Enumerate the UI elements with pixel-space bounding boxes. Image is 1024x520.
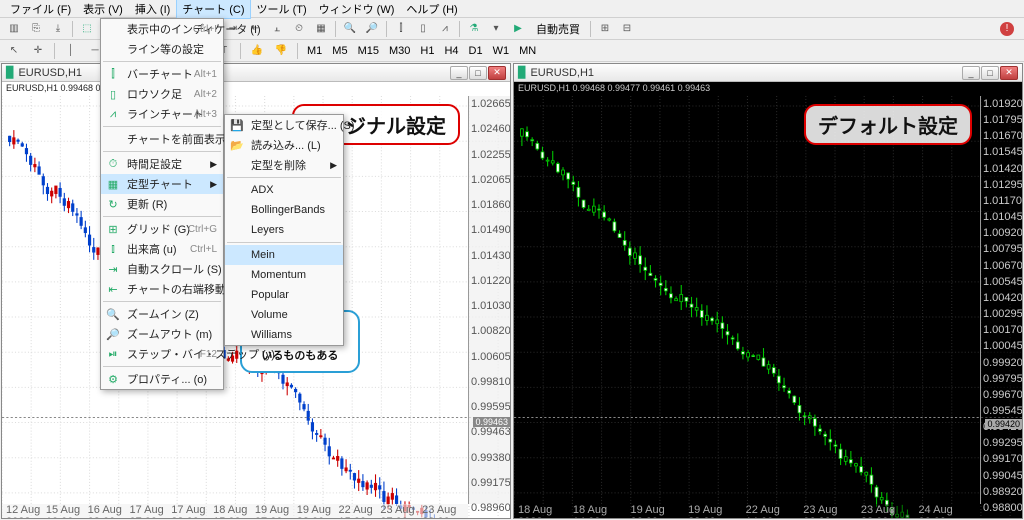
menu-item[interactable]: 表示中のインディケータ (I)Ctrl+I bbox=[101, 19, 223, 39]
chart-icon: ▉ bbox=[6, 66, 14, 79]
new-icon[interactable]: ▥ bbox=[4, 20, 24, 38]
tf-m1[interactable]: M1 bbox=[304, 45, 325, 57]
tf-h1[interactable]: H1 bbox=[417, 45, 437, 57]
menu-item[interactable]: ▯ロウソク足Alt+2 bbox=[101, 84, 223, 104]
menu-item[interactable]: 📂読み込み... (L) bbox=[225, 135, 343, 155]
tf-m15[interactable]: M15 bbox=[355, 45, 382, 57]
play-icon[interactable]: ▶ bbox=[508, 20, 528, 38]
menu-item[interactable]: チャートを前面表示 (F) bbox=[101, 129, 223, 149]
tf-m5[interactable]: M5 bbox=[329, 45, 350, 57]
min-button[interactable]: _ bbox=[962, 66, 980, 80]
save-icon[interactable]: ⤓ bbox=[48, 20, 68, 38]
strategy-icon[interactable]: ⚗ bbox=[464, 20, 484, 38]
menu-item[interactable]: Williams bbox=[225, 325, 343, 345]
menu-item[interactable]: Leyers bbox=[225, 220, 343, 240]
cursor-icon[interactable]: ↖ bbox=[4, 42, 24, 60]
right-titlebar[interactable]: ▉ EURUSD,H1 _ □ ✕ bbox=[514, 64, 1022, 82]
close-button[interactable]: ✕ bbox=[1000, 66, 1018, 80]
menu-item[interactable]: ⫾出来高 (u)Ctrl+L bbox=[101, 239, 223, 259]
bar-icon[interactable]: ⫿ bbox=[391, 20, 411, 38]
menu-item[interactable]: 定型を削除▶ bbox=[225, 155, 343, 175]
menu-insert[interactable]: 挿入 (I) bbox=[129, 0, 176, 19]
menu-item[interactable]: Popular bbox=[225, 285, 343, 305]
menu-item[interactable]: 💾定型として保存... (S) bbox=[225, 115, 343, 135]
menu-item[interactable]: 🔎ズームアウト (m) bbox=[101, 324, 223, 344]
min-button[interactable]: _ bbox=[450, 66, 468, 80]
left-price-tag: 0.99463 bbox=[473, 417, 510, 427]
menu-item[interactable]: ライン等の設定 bbox=[101, 39, 223, 59]
template-icon[interactable]: ▦ bbox=[311, 20, 331, 38]
tf-m30[interactable]: M30 bbox=[386, 45, 413, 57]
cross-icon[interactable]: ✛ bbox=[28, 42, 48, 60]
right-price-tag: 0.99420 bbox=[985, 419, 1022, 429]
tf-mn[interactable]: MN bbox=[516, 45, 539, 57]
menu-item[interactable]: Mein bbox=[225, 245, 343, 265]
menu-item[interactable]: ⩘ラインチャートAlt+3 bbox=[101, 104, 223, 124]
menu-item[interactable]: ⏱時間足設定▶ bbox=[101, 154, 223, 174]
menu-item[interactable]: ↻更新 (R) bbox=[101, 194, 223, 214]
left-xaxis: 12 Aug 202215 Aug 10:0016 Aug 03:0017 Au… bbox=[2, 504, 468, 518]
open-icon[interactable]: ⎘ bbox=[26, 20, 46, 38]
menu-view[interactable]: 表示 (V) bbox=[77, 0, 129, 19]
menu-tool[interactable]: ツール (T) bbox=[251, 0, 313, 19]
extra1-icon[interactable]: ⊞ bbox=[595, 20, 615, 38]
tf-h4[interactable]: H4 bbox=[441, 45, 461, 57]
close-button[interactable]: ✕ bbox=[488, 66, 506, 80]
menu-item[interactable]: 🔍ズームイン (Z) bbox=[101, 304, 223, 324]
zoomin-icon[interactable]: 🔍 bbox=[340, 20, 360, 38]
right-chart-body[interactable]: 1.019201.017951.016701.015451.014201.012… bbox=[514, 96, 1022, 518]
callout-default: デフォルト設定 bbox=[804, 104, 972, 145]
left-info: EURUSD,H1 0.99468 0.99477 0.99461 0.9946… bbox=[2, 82, 510, 96]
menu-item[interactable]: ADX bbox=[225, 180, 343, 200]
max-button[interactable]: □ bbox=[981, 66, 999, 80]
alert-icon[interactable]: ! bbox=[1000, 22, 1014, 36]
menu-item[interactable]: ⇤チャートの右端移動 (H) bbox=[101, 279, 223, 299]
line-icon[interactable]: ⩘ bbox=[435, 20, 455, 38]
left-yaxis: 1.026651.024601.022551.020651.018601.014… bbox=[468, 96, 510, 504]
chart-window-right: ▉ EURUSD,H1 _ □ ✕ EURUSD,H1 0.99468 0.99… bbox=[513, 63, 1023, 519]
profile-icon[interactable]: ⬚ bbox=[77, 20, 97, 38]
menu-item[interactable]: BollingerBands bbox=[225, 200, 343, 220]
right-xaxis: 18 Aug 202218 Aug 14:0019 Aug 06:0019 Au… bbox=[514, 504, 980, 518]
chart-dropdown[interactable]: 表示中のインディケータ (I)Ctrl+Iライン等の設定 ⫿バーチャートAlt+1… bbox=[100, 18, 224, 390]
vline-icon[interactable]: │ bbox=[61, 42, 81, 60]
menu-item[interactable]: ⏯ステップ・バイ・ステップ (y)F12 bbox=[101, 344, 223, 364]
indicator-icon[interactable]: ⫠ bbox=[267, 20, 287, 38]
extra2-icon[interactable]: ⊟ bbox=[617, 20, 637, 38]
arrow-icon[interactable]: ▾ bbox=[486, 20, 506, 38]
right-info: EURUSD,H1 0.99468 0.99477 0.99461 0.9946… bbox=[514, 82, 1022, 96]
autotrade-label[interactable]: 自動売買 bbox=[530, 21, 586, 37]
tf-w1[interactable]: W1 bbox=[490, 45, 513, 57]
template-submenu[interactable]: 💾定型として保存... (S)📂読み込み... (L)定型を削除▶ ADXBoll… bbox=[224, 114, 344, 346]
menu-item[interactable]: ⇥自動スクロール (S) bbox=[101, 259, 223, 279]
menu-chart[interactable]: チャート (C) bbox=[176, 0, 250, 19]
zoomout-icon[interactable]: 🔎 bbox=[362, 20, 382, 38]
left-titlebar[interactable]: ▉ EURUSD,H1 _ □ ✕ bbox=[2, 64, 510, 82]
menu-item[interactable]: ⚙プロパティ... (o) bbox=[101, 369, 223, 389]
tf-d1[interactable]: D1 bbox=[466, 45, 486, 57]
thumbdn-icon[interactable]: 👎 bbox=[271, 42, 291, 60]
thumbup-icon[interactable]: 👍 bbox=[247, 42, 267, 60]
menu-item[interactable]: ⫿バーチャートAlt+1 bbox=[101, 64, 223, 84]
menu-item[interactable]: Momentum bbox=[225, 265, 343, 285]
menu-help[interactable]: ヘルプ (H) bbox=[400, 0, 463, 19]
menu-item[interactable]: ▦定型チャート▶ bbox=[101, 174, 223, 194]
menubar: ファイル (F) 表示 (V) 挿入 (I) チャート (C) ツール (T) … bbox=[0, 0, 1024, 18]
right-title: EURUSD,H1 bbox=[530, 67, 594, 79]
menu-item[interactable]: ⊞グリッド (G)Ctrl+G bbox=[101, 219, 223, 239]
menu-file[interactable]: ファイル (F) bbox=[4, 0, 77, 19]
left-title: EURUSD,H1 bbox=[18, 67, 82, 79]
menu-item[interactable]: Volume bbox=[225, 305, 343, 325]
chart-icon: ▉ bbox=[518, 66, 526, 79]
max-button[interactable]: □ bbox=[469, 66, 487, 80]
period-icon[interactable]: ⏲ bbox=[289, 20, 309, 38]
right-yaxis: 1.019201.017951.016701.015451.014201.012… bbox=[980, 96, 1022, 504]
candle-icon[interactable]: ▯ bbox=[413, 20, 433, 38]
menu-window[interactable]: ウィンドウ (W) bbox=[313, 0, 401, 19]
